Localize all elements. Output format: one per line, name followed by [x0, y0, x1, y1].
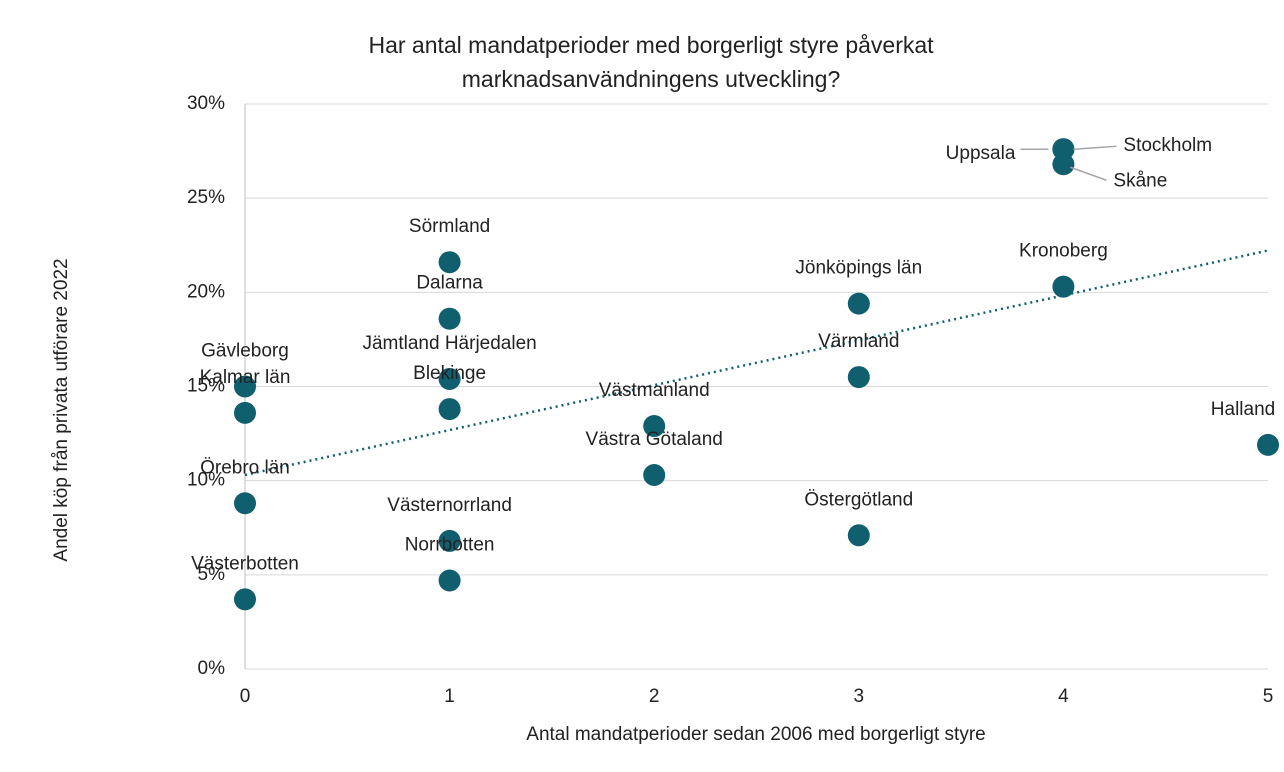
point [847, 292, 870, 315]
data-label: Örebro län [200, 457, 290, 478]
trendline [244, 249, 1269, 477]
data-label: Västmanland [599, 380, 710, 401]
x-tick-label: 3 [854, 686, 865, 707]
leader-line [1073, 145, 1117, 150]
data-label: Gävleborg [201, 341, 289, 362]
data-label: Stockholm [1123, 135, 1212, 156]
y-tick-label: 15% [187, 376, 225, 397]
chart-title: Har antal mandatperioder med borgerligt … [368, 32, 934, 58]
data-label: Östergötland [804, 489, 913, 510]
point [1052, 138, 1075, 161]
data-label: Kronoberg [1019, 241, 1108, 262]
data-label: Sörmland [409, 216, 490, 237]
y-tick-label: 20% [187, 281, 225, 302]
data-label: Dalarna [416, 273, 483, 294]
point [234, 375, 256, 398]
point [234, 588, 256, 611]
point [1052, 153, 1075, 176]
data-label: Uppsala [946, 143, 1016, 164]
x-tick-label: 4 [1058, 686, 1069, 707]
data-label: Jämtland Härjedalen [362, 333, 536, 354]
data-label: Jönköpings län [795, 258, 922, 279]
data-label: Värmland [818, 331, 899, 352]
data-label: Blekinge [413, 363, 486, 384]
y-tick-label: 10% [187, 470, 225, 491]
point [438, 251, 461, 274]
data-label: Västerbotten [191, 553, 299, 574]
point [234, 401, 256, 424]
y-tick-label: 30% [187, 93, 225, 114]
point [234, 492, 256, 515]
x-tick-label: 1 [444, 686, 455, 707]
point [1052, 275, 1075, 298]
point [643, 464, 666, 487]
data-label: Halland [1211, 399, 1275, 420]
x-tick-label: 0 [240, 686, 251, 707]
y-tick-label: 5% [198, 564, 226, 585]
data-label: Kalmar län [200, 367, 291, 388]
y-axis-label: Andel köp från privata utförare 2022 [51, 258, 72, 561]
data-label: Västernorrland [387, 495, 512, 516]
x-axis-label: Antal mandatperioder sedan 2006 med borg… [526, 724, 985, 745]
y-tick-label: 0% [198, 658, 226, 679]
x-tick-label: 2 [649, 686, 660, 707]
point [847, 366, 870, 389]
point [438, 367, 461, 390]
x-tick-label: 5 [1263, 686, 1274, 707]
data-label: Västra Götaland [586, 429, 723, 450]
point [643, 415, 666, 438]
chart-title: marknadsanvändningens utveckling? [462, 66, 840, 92]
data-label: Skåne [1113, 170, 1167, 191]
point [438, 398, 461, 421]
y-tick-label: 25% [187, 187, 225, 208]
point [847, 524, 870, 547]
point [1257, 433, 1279, 456]
point [438, 569, 461, 592]
leader-line [1070, 166, 1107, 181]
data-label: Norrbotten [405, 534, 495, 555]
point [438, 307, 461, 330]
point [438, 529, 461, 552]
